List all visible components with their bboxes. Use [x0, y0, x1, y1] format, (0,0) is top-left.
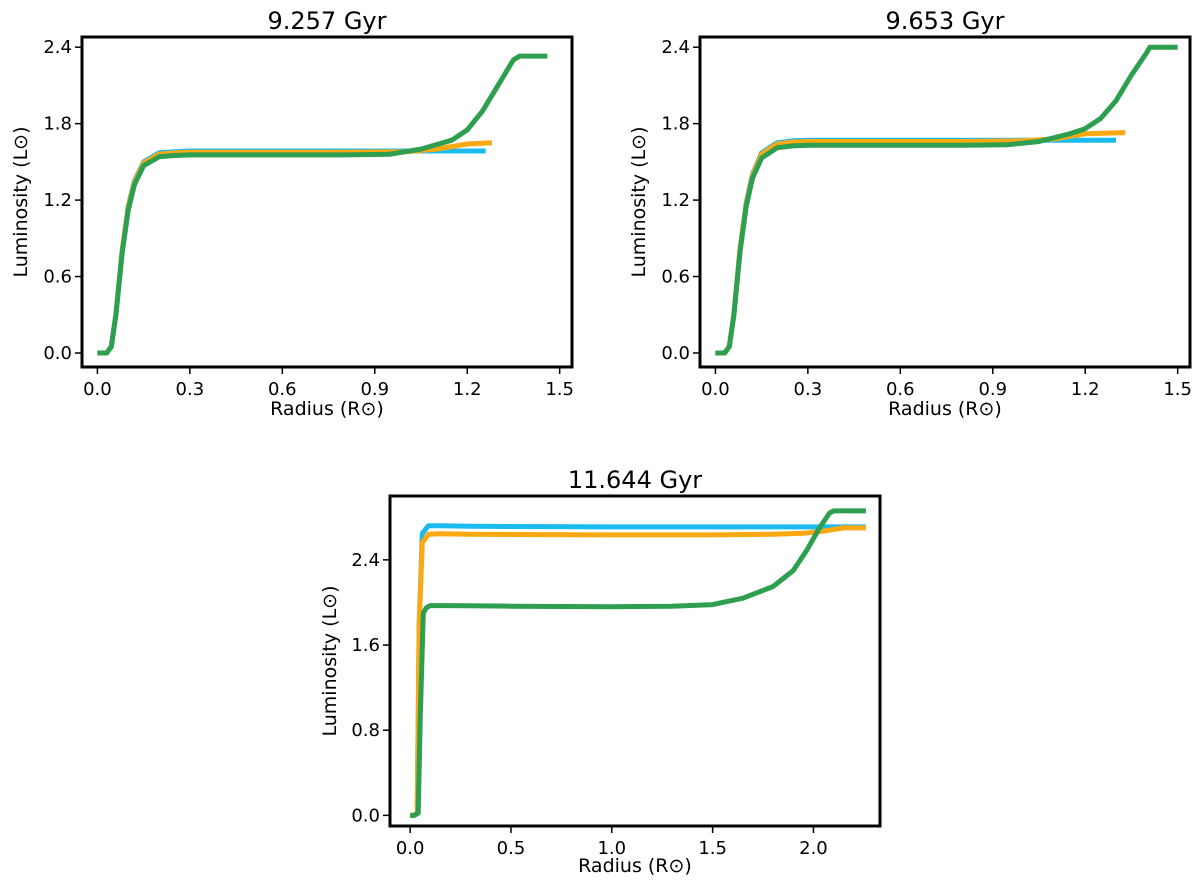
y-tick-label: 1.2: [661, 190, 690, 211]
x-tick-label: 1.5: [698, 838, 727, 859]
plot-area: 0.0 0.3 0.6 0.9 1.2 1.5 0.0 0.6 1.2 1.8 2.4: [43, 37, 574, 400]
plot-frame: [80, 35, 574, 369]
series-line-orange: [410, 525, 866, 818]
x-tick-label: 0.5: [497, 838, 526, 859]
series-line-orange: [97, 140, 493, 356]
chart-title: 9.257 Gyr: [267, 7, 386, 35]
x-axis-label: Radius (R⊙): [888, 398, 1002, 420]
x-tick-label: 0.6: [268, 379, 297, 400]
x-tick-label: 1.5: [545, 379, 574, 400]
y-tick-label: 0.0: [43, 343, 72, 364]
x-tick-label: 0.0: [83, 379, 112, 400]
plot-frame: [698, 35, 1192, 369]
y-tick-label: 0.6: [661, 267, 690, 288]
x-tick-label: 0.0: [701, 379, 730, 400]
y-tick-label: 1.2: [43, 190, 72, 211]
y-tick-label: 1.8: [661, 114, 690, 135]
y-axis-label: Luminosity (L⊙): [319, 586, 341, 737]
y-tick-label: 0.0: [351, 805, 380, 826]
x-axis-label: Radius (R⊙): [578, 855, 692, 877]
series-line-orange: [715, 130, 1126, 356]
x-axis-label: Radius (R⊙): [270, 398, 384, 420]
chart-title: 11.644 Gyr: [568, 466, 702, 494]
y-tick-label: 2.4: [351, 550, 380, 571]
panel-9257-gyr: 0.0 0.3 0.6 0.9 1.2 1.5 0.0 0.6 1.2 1.8 2.4 9.257 …: [10, 7, 574, 420]
y-tick-label: 0.8: [351, 720, 380, 741]
panel-11644-gyr: 0.0 0.5 1.0 1.5 2.0 0.0 0.8 1.6 2.4 11.644 Gyr R…: [319, 466, 882, 877]
y-tick-label: 2.4: [43, 37, 72, 58]
y-axis-label: Luminosity (L⊙): [10, 127, 32, 278]
x-tick-label: 1.2: [453, 379, 482, 400]
x-tick-label: 0.6: [886, 379, 915, 400]
plot-area: 0.0 0.3 0.6 0.9 1.2 1.5 0.0 0.6 1.2 1.8 2.4: [661, 37, 1192, 400]
x-tick-label: 0.9: [978, 379, 1007, 400]
plot-area: 0.0 0.5 1.0 1.5 2.0 0.0 0.8 1.6 2.4: [351, 508, 866, 859]
y-tick-label: 2.4: [661, 37, 690, 58]
x-tick-label: 0.9: [360, 379, 389, 400]
x-tick-label: 1.2: [1071, 379, 1100, 400]
plot-frame: [388, 494, 882, 828]
chart-title: 9.653 Gyr: [885, 7, 1004, 35]
series-line-green: [715, 44, 1178, 356]
panel-9653-gyr: 0.0 0.3 0.6 0.9 1.2 1.5 0.0 0.6 1.2 1.8 2.4 9.653 …: [628, 7, 1192, 420]
series-line-blue: [715, 137, 1116, 356]
x-tick-label: 1.0: [597, 838, 626, 859]
x-tick-label: 0.0: [396, 838, 425, 859]
series-line-green: [410, 508, 866, 818]
x-tick-label: 2.0: [799, 838, 828, 859]
y-tick-label: 0.0: [661, 343, 690, 364]
y-tick-label: 0.6: [43, 267, 72, 288]
series-line-green: [97, 53, 548, 356]
y-tick-label: 1.6: [351, 635, 380, 656]
x-tick-label: 0.3: [176, 379, 205, 400]
y-tick-label: 1.8: [43, 114, 72, 135]
y-axis-label: Luminosity (L⊙): [628, 127, 650, 278]
series-line-blue: [97, 148, 486, 356]
series-line-blue: [410, 523, 866, 818]
x-tick-label: 1.5: [1163, 379, 1192, 400]
x-tick-label: 0.3: [794, 379, 823, 400]
